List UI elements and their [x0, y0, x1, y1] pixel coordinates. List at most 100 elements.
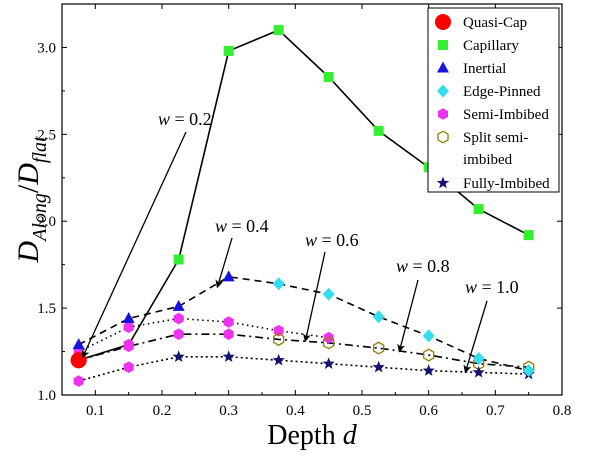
data-point-inertial [72, 338, 85, 350]
annotations: w = 0.2w = 0.4w = 0.6w = 0.8w = 1.0 [81, 109, 519, 374]
data-point-semi-imbibed [123, 338, 134, 351]
data-point-semi-imbibed [123, 321, 134, 334]
legend-label: Edge-Pinned [463, 84, 541, 100]
annotation-var: w [396, 256, 408, 276]
annotation-label: w = 0.6 [305, 230, 359, 250]
series-line-2 [78, 275, 529, 372]
y-tick-label: 1.0 [37, 388, 56, 404]
legend-box [427, 7, 560, 193]
data-point-semi-imbibed [173, 312, 184, 325]
y-label-num: D [12, 241, 45, 264]
annotation-var: w [305, 230, 317, 250]
y-label-den-sub: flat [29, 136, 51, 163]
y-tick-label: 3.0 [37, 40, 56, 56]
data-point-split-semi-imbibed [372, 341, 385, 355]
annotation-value: = 0.6 [317, 230, 359, 250]
data-point-semi-imbibed [123, 361, 134, 373]
data-point-capillary [273, 25, 284, 36]
annotation-arrow [397, 279, 419, 353]
data-point-semi-imbibed [173, 328, 184, 340]
data-point-capillary [173, 254, 184, 265]
data-point-fully-imbibed [372, 360, 385, 373]
data-point-inertial [222, 270, 235, 282]
data-point-semi-imbibed [223, 316, 234, 328]
plot-frame [61, 3, 563, 396]
data-point-split-semi-imbibed [422, 348, 435, 362]
y-axis-label: DAlong/Dflat [12, 136, 51, 264]
data-point-split-semi-imbibed [322, 336, 335, 350]
series-line-3 [78, 317, 329, 353]
legend-marker-quasi-cap [435, 14, 451, 30]
data-point-edge-pinned [272, 277, 285, 291]
data-point-inertial [172, 299, 185, 311]
data-point-semi-imbibed [273, 324, 284, 337]
axes: 0.1 0.2 0.3 0.4 0.5 0.6 0.7 0.8 1.0 1.5 2.0 2.5 3.0 [37, 3, 572, 419]
annotation-label: w = 1.0 [465, 277, 519, 297]
x-tick-label: 0.1 [86, 403, 105, 419]
y-label-num-sub: Along [29, 193, 51, 243]
legend-marker-split-semi-imbibed [437, 130, 449, 144]
legend: Quasi-Cap Capillary Inertial Edge-Pinned Sem… [427, 7, 560, 193]
data-point-edge-pinned [322, 287, 335, 301]
legend-label: imbibed [463, 152, 513, 168]
series-line-5 [78, 356, 529, 382]
x-tick-label: 0.3 [219, 403, 238, 419]
annotation-value: = 0.8 [408, 256, 450, 276]
data-point-fully-imbibed [222, 350, 235, 363]
annotation-var: w [465, 277, 477, 297]
annotation-arrow [463, 300, 488, 374]
annotation-var: w [158, 109, 170, 129]
y-tick-label: 2.5 [37, 127, 56, 143]
data-point-fully-imbibed [472, 365, 485, 378]
data-point-capillary [523, 230, 534, 241]
data-point-capillary [223, 45, 234, 56]
legend-label: Fully-Imbibed [463, 176, 550, 192]
y-label-slash: / [12, 184, 45, 193]
y-tick-label: 2.0 [37, 214, 56, 230]
legend-marker-inertial [437, 61, 449, 73]
y-tick-label: 1.5 [37, 301, 56, 317]
data-point-semi-imbibed [223, 328, 234, 340]
data-point-inertial [122, 312, 135, 324]
annotation-label: w = 0.4 [215, 216, 269, 236]
x-tick-label: 0.7 [486, 403, 505, 419]
legend-label: Quasi-Cap [463, 15, 527, 31]
data-point-fully-imbibed [322, 357, 335, 369]
x-axis-label: Depth d [267, 420, 357, 451]
x-tick-label: 0.4 [286, 403, 305, 419]
data-point-edge-pinned [422, 329, 435, 343]
legend-label: Semi-Imbibed [463, 107, 549, 123]
legend-label: Inertial [463, 61, 506, 77]
legend-marker-fully-imbibed [436, 176, 450, 189]
x-axis-label-var: d [343, 420, 358, 451]
legend-marker-semi-imbibed [437, 108, 449, 120]
annotation-label: w = 0.2 [158, 109, 212, 129]
data-point-edge-pinned [522, 364, 535, 378]
x-tick-label: 0.6 [419, 403, 438, 419]
annotation-value: = 0.4 [227, 216, 269, 236]
legend-marker-capillary [438, 40, 448, 50]
y-label-den: D [12, 163, 45, 186]
data-point-capillary [323, 71, 334, 82]
data-point-split-semi-imbibed [272, 332, 285, 346]
data-point-edge-pinned [372, 310, 385, 324]
data-point-fully-imbibed [272, 353, 285, 366]
annotation-arrow [302, 251, 326, 343]
legend-label: Split semi- [463, 130, 528, 146]
data-point-capillary [373, 125, 384, 136]
x-tick-label: 0.8 [553, 403, 572, 419]
legend-marker-edge-pinned [437, 84, 449, 98]
x-tick-label: 0.2 [153, 403, 172, 419]
data-point-capillary [473, 204, 484, 215]
annotation-value: = 1.0 [477, 277, 519, 297]
annotation-arrow [81, 131, 187, 359]
annotation-var: w [215, 216, 227, 236]
annotation-value: = 0.2 [170, 109, 212, 129]
legend-label: Capillary [463, 38, 519, 54]
data-point-fully-imbibed [422, 364, 435, 376]
data-point-fully-imbibed [172, 350, 185, 363]
data-point-semi-imbibed [73, 375, 84, 387]
